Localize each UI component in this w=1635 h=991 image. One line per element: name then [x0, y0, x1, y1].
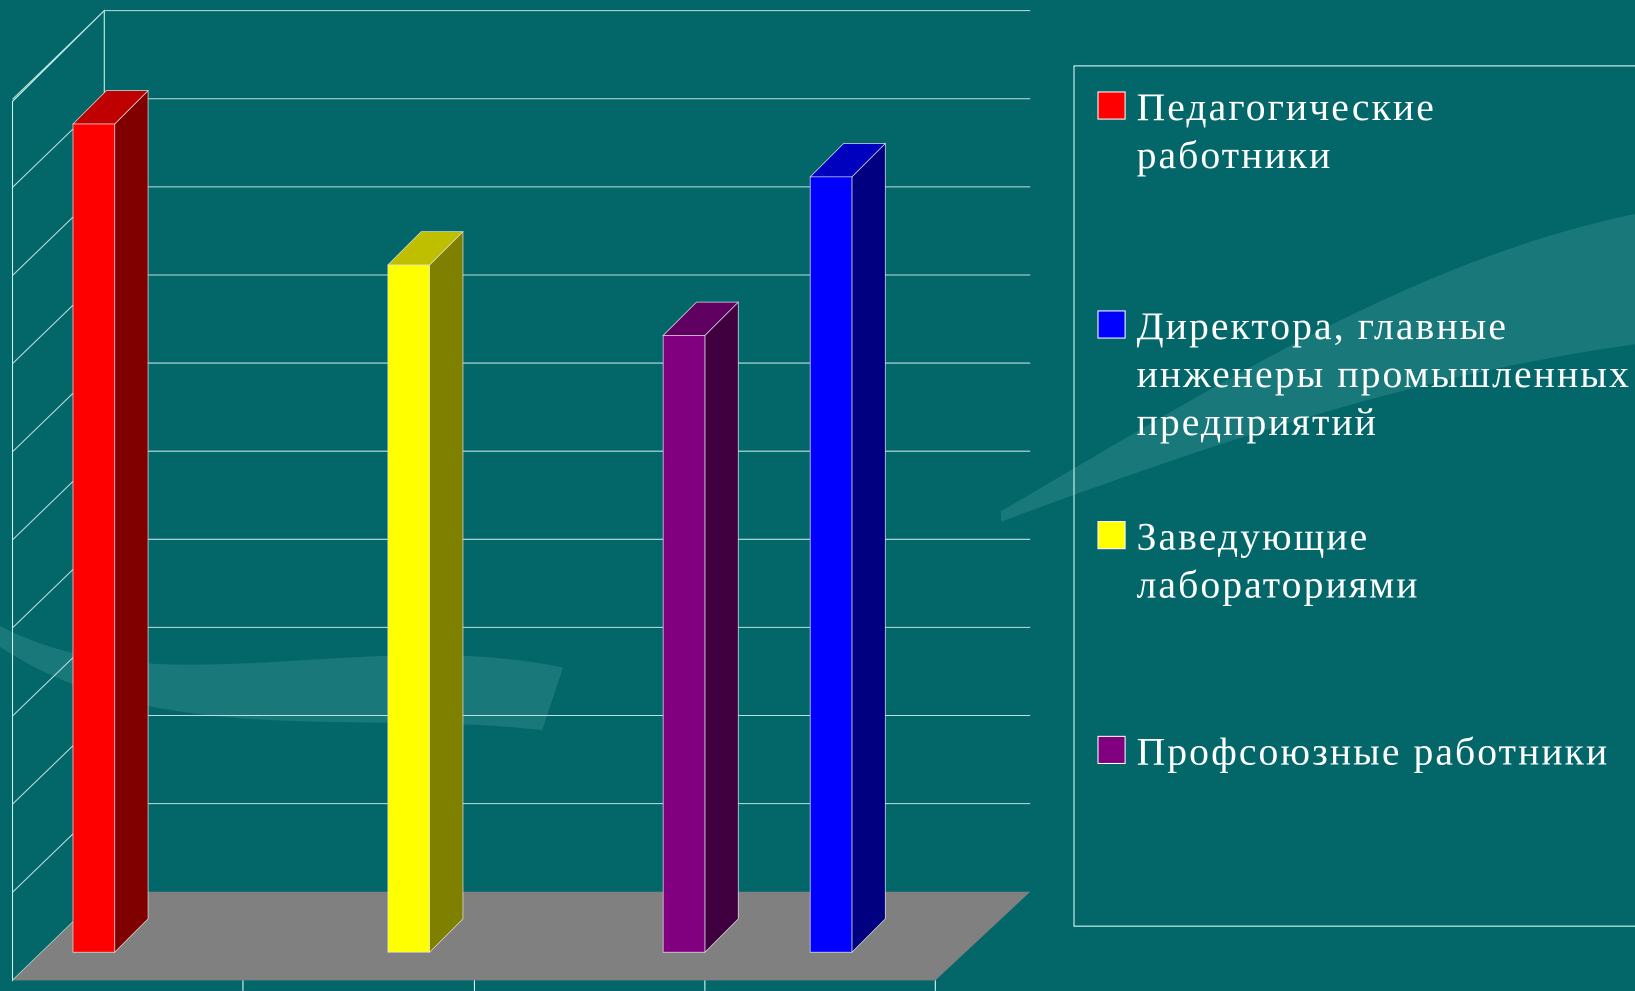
chart: Педагогические работники Директора, главн… [0, 0, 1635, 991]
legend-swatch [1098, 736, 1125, 763]
legend-swatch [1098, 311, 1125, 338]
legend-label-box: Педагогические работники [1137, 84, 1635, 293]
legend-swatch [1098, 522, 1125, 549]
legend: Педагогические работники Директора, главн… [1098, 84, 1635, 937]
bar-side [115, 91, 148, 953]
bar-side [705, 302, 738, 952]
legend-label: Заведующие лабораториями [1137, 513, 1635, 609]
bar-side [852, 143, 885, 952]
bar-side [430, 232, 463, 953]
bar [73, 124, 115, 952]
legend-label-box: Заведующие лабораториями [1137, 513, 1635, 722]
legend-label-box: Директора, главные инженеры промышленных… [1137, 303, 1635, 512]
legend-label: Директора, главные инженеры промышленных… [1137, 303, 1635, 447]
legend-label: Профсоюзные работники [1137, 728, 1635, 776]
legend-label: Педагогические работники [1137, 84, 1635, 180]
legend-label-box: Профсоюзные работники [1137, 728, 1635, 937]
legend-swatch [1098, 92, 1125, 119]
bar [810, 177, 852, 952]
bar [663, 335, 705, 952]
bar [388, 265, 430, 952]
